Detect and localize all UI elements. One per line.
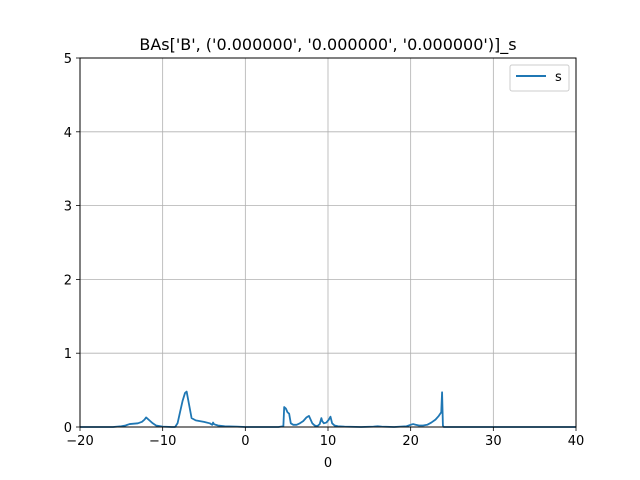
y-tick-label: 3 xyxy=(64,200,72,215)
legend: s xyxy=(509,64,570,92)
x-tick-label: 30 xyxy=(485,434,502,449)
legend-label: s xyxy=(555,70,562,85)
x-tick-label: 40 xyxy=(568,434,585,449)
x-tick-label: −20 xyxy=(66,434,93,449)
y-axis-ticks: 0 1 2 3 4 5 xyxy=(64,52,80,436)
x-tick-label: 20 xyxy=(402,434,419,449)
chart-title: BAs['B', ('0.000000', '0.000000', '0.000… xyxy=(139,35,516,55)
x-axis-label: 0 xyxy=(324,456,332,471)
x-tick-label: 10 xyxy=(320,434,337,449)
y-tick-label: 1 xyxy=(64,347,72,362)
y-tick-label: 0 xyxy=(64,421,72,436)
x-tick-label: −10 xyxy=(149,434,176,449)
x-tick-label: 0 xyxy=(241,434,249,449)
legend-box xyxy=(509,64,570,92)
y-tick-label: 5 xyxy=(64,52,72,67)
y-tick-label: 4 xyxy=(64,126,72,141)
x-axis-ticks: −20 −10 0 10 20 30 40 xyxy=(66,427,584,449)
y-tick-label: 2 xyxy=(64,273,72,288)
